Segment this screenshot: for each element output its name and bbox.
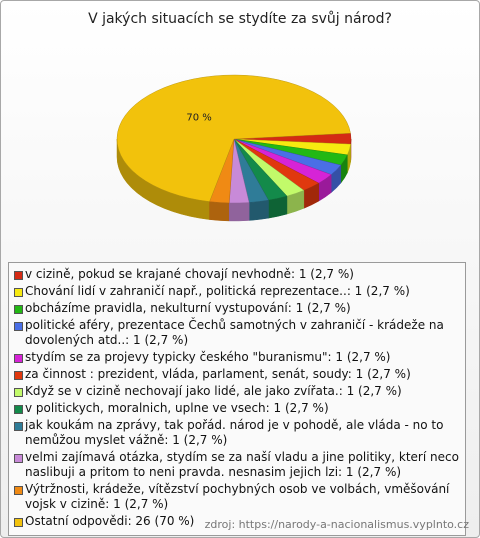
slice-side [209,201,230,222]
pie: 70 % [116,74,352,222]
legend-item: jak koukám na zprávy, tak pořád. národ j… [13,418,459,448]
legend-swatch [14,305,23,314]
legend-item: politické aféry, prezentace Čechů samotn… [13,318,459,348]
legend-label: stydím se za projevy typicky českého "bu… [25,350,391,364]
legend-label: Výtržnosti, krádeže, vítězství pochybnýc… [25,482,450,511]
legend-label: za činnost : prezident, vláda, parlament… [25,367,411,381]
slice [116,74,351,202]
legend-label: Když se v cizině nechovají jako lidé, al… [25,384,402,398]
legend-item: Chování lidí v zahraničí např., politick… [13,284,459,299]
legend-swatch [14,422,23,431]
legend-label: velmi zajímavá otázka, stydím se za naší… [25,450,459,479]
legend-swatch [14,454,23,463]
legend-item: velmi zajímavá otázka, stydím se za naší… [13,450,459,480]
legend-item: stydím se za projevy typicky českého "bu… [13,350,459,365]
legend-swatch [14,518,23,527]
legend-swatch [14,288,23,297]
slice-side [228,202,250,222]
legend-swatch [14,405,23,414]
legend-swatch [14,271,23,280]
legend-label: obcházíme pravidla, nekulturní vystupová… [25,301,351,315]
legend-item: za činnost : prezident, vláda, parlament… [13,367,459,382]
legend-label: Chování lidí v zahraničí např., politick… [25,284,410,298]
legend-label: v politickych, moralnich, uplne ve vsech… [25,401,329,415]
legend-label: jak koukám na zprávy, tak pořád. národ j… [25,418,444,447]
legend-swatch [14,388,23,397]
legend-item: Výtržnosti, krádeže, vítězství pochybnýc… [13,482,459,512]
source: zdroj: https://narody-a-nacionalismus.vy… [204,518,469,531]
legend-label: politické aféry, prezentace Čechů samotn… [25,318,444,347]
legend: v cizině, pokud se krajané chovají nevho… [8,262,466,536]
legend-item: Ostatní odpovědi: 26 (70 %) [13,514,459,529]
chart-title: V jakých situacích se stydíte za svůj ná… [88,11,392,27]
legend-label: v cizině, pokud se krajané chovají nevho… [25,267,354,281]
legend-item: v politickych, moralnich, uplne ve vsech… [13,401,459,416]
legend-swatch [14,486,23,495]
legend-item: Když se v cizině nechovají jako lidé, al… [13,384,459,399]
slice-label: 70 % [186,112,211,123]
legend-swatch [14,354,23,363]
legend-swatch [14,371,23,380]
legend-item: v cizině, pokud se krajané chovají nevho… [13,267,459,282]
legend-swatch [14,322,23,331]
legend-label: Ostatní odpovědi: 26 (70 %) [25,514,195,528]
slice-side [248,199,269,221]
legend-item: obcházíme pravidla, nekulturní vystupová… [13,301,459,316]
